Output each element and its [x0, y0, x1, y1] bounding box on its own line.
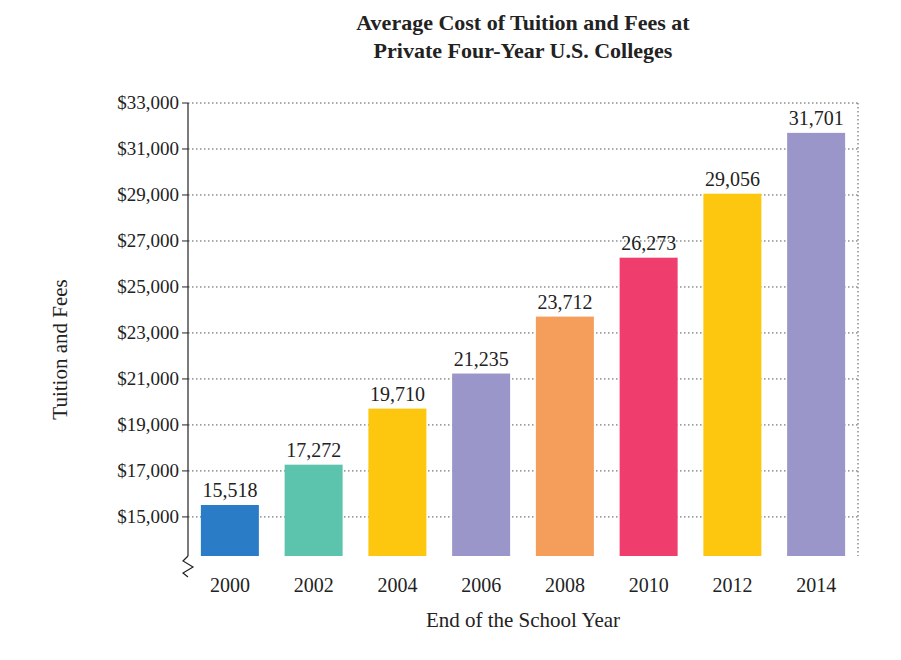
data-label: 19,710 — [370, 383, 425, 405]
y-tick — [182, 286, 188, 287]
x-tick-label: 2000 — [210, 574, 250, 596]
bar — [452, 374, 510, 556]
y-tick-label: $33,000 — [117, 92, 179, 113]
y-tick-label: $25,000 — [117, 276, 179, 297]
y-tick-label: $19,000 — [117, 414, 179, 435]
bar — [703, 194, 761, 556]
title-line: Average Cost of Tuition and Fees at — [356, 10, 690, 35]
y-tick — [182, 424, 188, 425]
y-tick-label: $17,000 — [117, 460, 179, 481]
y-tick — [182, 378, 188, 379]
x-tick-label: 2014 — [796, 574, 836, 596]
x-axis-title: End of the School Year — [426, 608, 620, 632]
y-tick-label: $31,000 — [117, 138, 179, 159]
y-axis-title: Tuition and Fees — [48, 279, 72, 419]
data-label: 17,272 — [286, 439, 341, 461]
bar — [201, 505, 259, 556]
data-label: 15,518 — [202, 479, 257, 501]
data-label: 29,056 — [705, 168, 760, 190]
data-label: 21,235 — [454, 348, 509, 370]
y-tick — [182, 240, 188, 241]
data-label: 23,712 — [537, 291, 592, 313]
axis-break — [183, 556, 193, 577]
y-tick-label: $29,000 — [117, 184, 179, 205]
y-tick-label: $23,000 — [117, 322, 179, 343]
x-tick-label: 2006 — [461, 574, 501, 596]
y-tick — [182, 516, 188, 517]
data-label: 26,273 — [621, 232, 676, 254]
y-tick-label: $21,000 — [117, 368, 179, 389]
y-tick — [182, 470, 188, 471]
y-tick-label: $15,000 — [117, 506, 179, 527]
y-tick — [182, 148, 188, 149]
y-tick — [182, 194, 188, 195]
bar — [285, 465, 343, 556]
x-tick-label: 2008 — [545, 574, 585, 596]
bar — [536, 317, 594, 556]
x-tick-label: 2002 — [294, 574, 334, 596]
bar — [620, 258, 678, 556]
grid-line — [188, 148, 858, 149]
frame-right — [858, 103, 859, 556]
x-tick-label: 2004 — [377, 574, 417, 596]
data-label: 31,701 — [789, 107, 844, 129]
bar — [368, 409, 426, 556]
y-tick-label: $27,000 — [117, 230, 179, 251]
bar — [787, 133, 845, 556]
y-tick — [182, 332, 188, 333]
x-tick-label: 2012 — [712, 574, 752, 596]
y-axis-line — [187, 103, 188, 556]
chart: $15,000 $17,000 $19,000 $21,000 $23,000 $25,0… — [0, 0, 901, 660]
x-tick-label: 2010 — [629, 574, 669, 596]
y-tick — [182, 103, 188, 104]
bars — [201, 133, 845, 556]
grid-line — [188, 103, 858, 104]
title-line: Private Four-Year U.S. Colleges — [374, 38, 673, 63]
title: Average Cost of Tuition and Fees at Priva… — [356, 10, 690, 63]
